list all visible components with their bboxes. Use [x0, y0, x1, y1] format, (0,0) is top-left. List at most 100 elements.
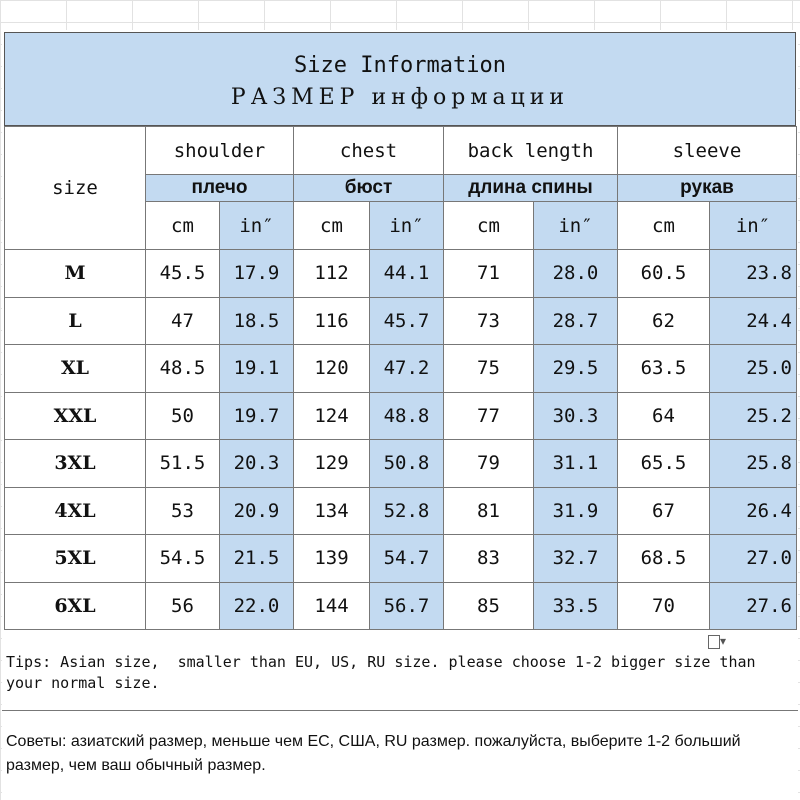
shoulder-header-en: shoulder — [145, 126, 294, 175]
table-row: 6XL 56 22.0 144 56.7 85 33.5 70 27.6 — [4, 581, 797, 630]
shoulder-cm-cell: 50 — [145, 391, 220, 440]
header-row-en: size shoulder chest back length sleeve — [4, 126, 797, 250]
shoulder-cm-cell: 56 — [145, 581, 220, 630]
unit-row: cm in″ cm in″ cm in″ cm in″ — [5, 201, 797, 250]
chest-in-cell: 50.8 — [369, 439, 444, 488]
back-length-in-cell: 28.0 — [533, 249, 618, 298]
title-english: Size Information — [294, 53, 506, 78]
chest-in-cell: 54.7 — [369, 534, 444, 583]
unit-cm: cm — [293, 201, 370, 250]
sleeve-cm-cell: 62 — [617, 296, 710, 345]
chest-cm-cell: 124 — [293, 391, 370, 440]
back-length-cm-cell: 81 — [443, 486, 534, 535]
sleeve-cm-cell: 65.5 — [617, 439, 710, 488]
tips-english: Tips: Asian size, smaller than EU, US, R… — [6, 653, 765, 692]
chest-header-ru: бюст — [293, 174, 444, 202]
sleeve-header-en: sleeve — [617, 126, 797, 175]
paste-options-icon[interactable]: ▾ — [708, 634, 734, 652]
back-length-header-en: back length — [443, 126, 618, 175]
shoulder-in-cell: 19.7 — [219, 391, 294, 440]
size-chart-sheet: Size Information РАЗМЕР информации size … — [2, 30, 798, 800]
back-length-in-cell: 29.5 — [533, 344, 618, 393]
sleeve-cm-cell: 68.5 — [617, 534, 710, 583]
chest-in-cell: 52.8 — [369, 486, 444, 535]
chest-cm-cell: 129 — [293, 439, 370, 488]
sleeve-in-cell: 25.8 — [709, 439, 797, 488]
sleeve-in-cell: 27.6 — [709, 581, 797, 630]
shoulder-cm-cell: 48.5 — [145, 344, 220, 393]
chest-in-cell: 45.7 — [369, 296, 444, 345]
shoulder-in-cell: 17.9 — [219, 249, 294, 298]
table-row: XL 48.5 19.1 120 47.2 75 29.5 63.5 25.0 — [4, 344, 797, 393]
back-length-in-cell: 30.3 — [533, 391, 618, 440]
back-length-cm-cell: 79 — [443, 439, 534, 488]
sleeve-cm-cell: 67 — [617, 486, 710, 535]
back-length-in-cell: 28.7 — [533, 296, 618, 345]
shoulder-header-ru: плечо — [145, 174, 294, 202]
sleeve-in-cell: 26.4 — [709, 486, 797, 535]
back-length-cm-cell: 85 — [443, 581, 534, 630]
unit-cm: cm — [443, 201, 534, 250]
size-label: XXL — [4, 391, 146, 440]
sleeve-in-cell: 27.0 — [709, 534, 797, 583]
back-length-header-ru: длина спины — [443, 174, 618, 202]
shoulder-in-cell: 18.5 — [219, 296, 294, 345]
shoulder-in-cell: 20.3 — [219, 439, 294, 488]
size-label: 3XL — [4, 439, 146, 488]
unit-in: in″ — [709, 201, 797, 250]
size-label: 4XL — [4, 486, 146, 535]
size-label: 5XL — [4, 534, 146, 583]
size-rows: M 45.5 17.9 112 44.1 71 28.0 60.5 23.8 L 47 18.5 116… — [4, 249, 797, 630]
unit-cm: cm — [617, 201, 710, 250]
back-length-in-cell: 31.1 — [533, 439, 618, 488]
size-label: XL — [4, 344, 146, 393]
chest-in-cell: 56.7 — [369, 581, 444, 630]
back-length-in-cell: 33.5 — [533, 581, 618, 630]
back-length-cm-cell: 71 — [443, 249, 534, 298]
divider — [2, 710, 798, 711]
sleeve-cm-cell: 60.5 — [617, 249, 710, 298]
sleeve-cm-cell: 64 — [617, 391, 710, 440]
size-label: M — [4, 249, 146, 298]
sleeve-header-ru: рукав — [617, 174, 797, 202]
chest-cm-cell: 144 — [293, 581, 370, 630]
unit-in: in″ — [369, 201, 444, 250]
back-length-in-cell: 32.7 — [533, 534, 618, 583]
unit-cm: cm — [145, 201, 220, 250]
back-length-cm-cell: 77 — [443, 391, 534, 440]
table-row: 4XL 53 20.9 134 52.8 81 31.9 67 26.4 — [4, 486, 797, 535]
shoulder-cm-cell: 51.5 — [145, 439, 220, 488]
chest-in-cell: 47.2 — [369, 344, 444, 393]
table-row: XXL 50 19.7 124 48.8 77 30.3 64 25.2 — [4, 391, 797, 440]
back-length-in-cell: 31.9 — [533, 486, 618, 535]
header-row-ru: плечо бюст длина спины рукав — [5, 174, 797, 202]
shoulder-in-cell: 22.0 — [219, 581, 294, 630]
shoulder-in-cell: 19.1 — [219, 344, 294, 393]
shoulder-cm-cell: 47 — [145, 296, 220, 345]
chest-cm-cell: 134 — [293, 486, 370, 535]
shoulder-cm-cell: 54.5 — [145, 534, 220, 583]
table-row: 5XL 54.5 21.5 139 54.7 83 32.7 68.5 27.0 — [4, 534, 797, 583]
sleeve-cm-cell: 70 — [617, 581, 710, 630]
unit-in: in″ — [533, 201, 618, 250]
sleeve-in-cell: 24.4 — [709, 296, 797, 345]
sleeve-in-cell: 25.0 — [709, 344, 797, 393]
chest-cm-cell: 116 — [293, 296, 370, 345]
chest-header-en: chest — [293, 126, 444, 175]
table-row: L 47 18.5 116 45.7 73 28.7 62 24.4 — [4, 296, 797, 345]
chest-cm-cell: 112 — [293, 249, 370, 298]
tips-russian: Советы: азиатский размер, меньше чем ЕС,… — [6, 733, 741, 774]
size-table: size shoulder chest back length sleeve п… — [4, 126, 797, 630]
title-banner: Size Information РАЗМЕР информации — [4, 32, 796, 126]
chest-cm-cell: 120 — [293, 344, 370, 393]
sleeve-cm-cell: 63.5 — [617, 344, 710, 393]
unit-in: in″ — [219, 201, 294, 250]
size-label: 6XL — [4, 581, 146, 630]
chest-in-cell: 44.1 — [369, 249, 444, 298]
shoulder-in-cell: 21.5 — [219, 534, 294, 583]
table-row: 3XL 51.5 20.3 129 50.8 79 31.1 65.5 25.8 — [4, 439, 797, 488]
shoulder-cm-cell: 45.5 — [145, 249, 220, 298]
size-header: size — [4, 126, 146, 250]
chest-cm-cell: 139 — [293, 534, 370, 583]
back-length-cm-cell: 73 — [443, 296, 534, 345]
